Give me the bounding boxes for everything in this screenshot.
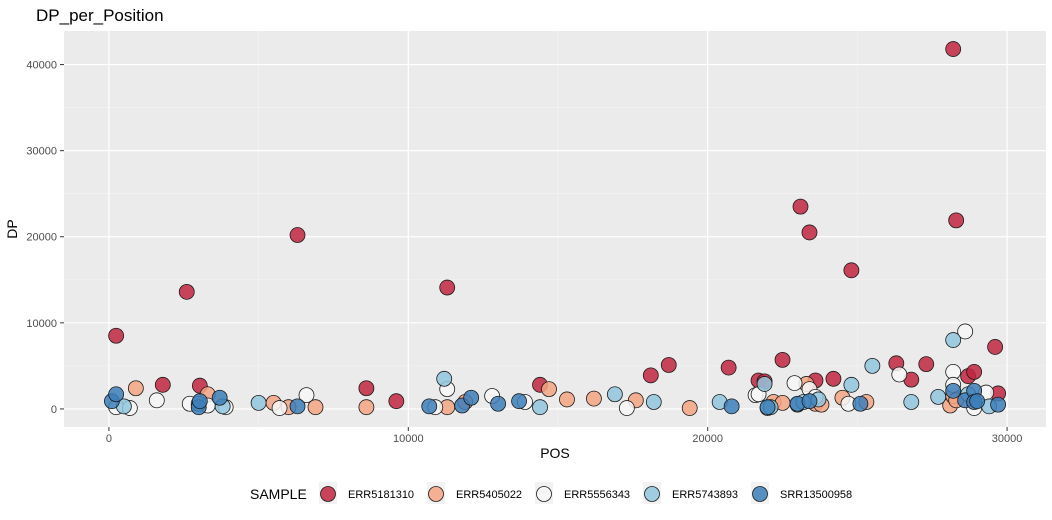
series-ERR5181310 bbox=[108, 41, 1006, 410]
x-tick-label: 30000 bbox=[992, 433, 1023, 445]
data-point bbox=[801, 224, 818, 241]
data-point bbox=[957, 323, 974, 340]
x-tick-label: 10000 bbox=[393, 433, 424, 445]
data-point bbox=[642, 367, 659, 384]
data-point bbox=[990, 396, 1006, 413]
data-point bbox=[864, 357, 881, 374]
data-points bbox=[104, 41, 1006, 416]
legend: SAMPLE ERR5181310 ERR5405022 ERR5556343 ERR… bbox=[250, 482, 852, 504]
x-tick-label: 20000 bbox=[692, 433, 723, 445]
data-point bbox=[289, 398, 306, 415]
y-tick-label: 30000 bbox=[26, 146, 57, 158]
data-point bbox=[511, 393, 527, 410]
plot-panel bbox=[64, 31, 1046, 427]
data-point bbox=[792, 198, 809, 215]
data-point bbox=[463, 389, 480, 406]
legend-key bbox=[428, 486, 444, 502]
data-point bbox=[945, 382, 962, 399]
data-point bbox=[969, 393, 986, 410]
data-point bbox=[436, 370, 453, 387]
legend-item-ERR5405022: ERR5405022 bbox=[427, 482, 522, 504]
data-point bbox=[903, 394, 920, 410]
data-point bbox=[108, 386, 125, 403]
data-point bbox=[127, 380, 144, 397]
x-tick-label: 0 bbox=[106, 433, 112, 445]
grid-major bbox=[64, 31, 1046, 427]
data-point bbox=[271, 400, 288, 416]
data-point bbox=[298, 387, 315, 404]
data-point bbox=[660, 357, 677, 373]
data-point bbox=[801, 393, 818, 410]
data-point bbox=[148, 392, 165, 409]
data-point bbox=[945, 41, 962, 57]
data-point bbox=[966, 364, 983, 380]
data-point bbox=[541, 381, 557, 398]
data-point bbox=[945, 332, 962, 348]
data-point bbox=[178, 283, 195, 300]
data-point bbox=[723, 398, 740, 415]
legend-label: SRR13500958 bbox=[780, 489, 852, 501]
data-point bbox=[289, 227, 306, 243]
data-point bbox=[825, 370, 842, 387]
data-point bbox=[307, 399, 324, 416]
data-point bbox=[720, 359, 737, 376]
data-point bbox=[358, 399, 375, 416]
data-point bbox=[987, 339, 1004, 355]
data-point bbox=[948, 212, 965, 229]
data-point bbox=[421, 398, 438, 415]
legend-key bbox=[320, 486, 336, 502]
data-point bbox=[759, 399, 776, 416]
data-point bbox=[618, 400, 635, 416]
data-point bbox=[191, 393, 208, 410]
y-axis-title: DP bbox=[4, 219, 20, 238]
y-tick-label: 10000 bbox=[26, 318, 57, 330]
data-point bbox=[891, 366, 908, 383]
data-point bbox=[388, 393, 405, 410]
data-point bbox=[108, 327, 125, 344]
data-point bbox=[439, 279, 456, 296]
legend-key bbox=[752, 486, 768, 502]
data-point bbox=[586, 390, 602, 407]
legend-label: ERR5556343 bbox=[564, 489, 630, 501]
y-tick-label: 0 bbox=[51, 404, 57, 416]
data-point bbox=[852, 395, 869, 412]
x-axis-title: POS bbox=[540, 445, 570, 461]
y-tick-label: 20000 bbox=[26, 232, 57, 244]
grid-minor bbox=[64, 31, 1046, 427]
legend-title: SAMPLE bbox=[250, 486, 307, 502]
data-point bbox=[211, 389, 228, 406]
data-point bbox=[930, 388, 947, 405]
data-point bbox=[358, 380, 375, 397]
data-point bbox=[774, 351, 791, 368]
legend-item-SRR13500958: SRR13500958 bbox=[751, 482, 852, 504]
data-point bbox=[532, 399, 548, 416]
data-point bbox=[645, 394, 662, 410]
data-point bbox=[681, 400, 698, 416]
legend-item-ERR5556343: ERR5556343 bbox=[535, 482, 630, 504]
data-point bbox=[786, 375, 803, 391]
legend-item-ERR5181310: ERR5181310 bbox=[319, 482, 414, 504]
data-point bbox=[154, 376, 171, 393]
y-tick-label: 40000 bbox=[26, 60, 57, 72]
x-axis: 0 10000 20000 30000 bbox=[106, 427, 1023, 445]
legend-key bbox=[644, 486, 660, 502]
legend-item-ERR5743893: ERR5743893 bbox=[643, 482, 738, 504]
data-point bbox=[843, 262, 860, 279]
data-point bbox=[559, 391, 575, 408]
legend-label: ERR5743893 bbox=[672, 489, 738, 501]
data-point bbox=[756, 376, 773, 392]
legend-label: ERR5181310 bbox=[348, 489, 414, 501]
data-point bbox=[606, 386, 623, 403]
legend-key bbox=[536, 486, 552, 502]
data-point bbox=[843, 376, 860, 393]
data-point bbox=[918, 356, 935, 373]
legend-label: ERR5405022 bbox=[456, 489, 522, 501]
data-point bbox=[490, 395, 507, 412]
data-point bbox=[250, 394, 267, 411]
chart-title: DP_per_Position bbox=[36, 6, 164, 25]
series-SRR13500958 bbox=[104, 382, 1006, 416]
y-axis: 0 10000 20000 30000 40000 bbox=[26, 60, 64, 416]
